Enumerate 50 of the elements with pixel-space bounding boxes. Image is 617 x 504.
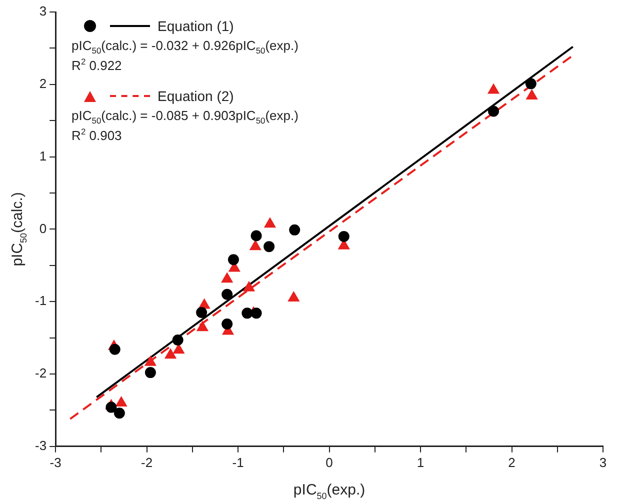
point xyxy=(264,241,275,252)
annotation: pIC$_{50}$(calc.) = -0.032 + 0.926pIC$_{50}$(exp.) xyxy=(72,37,298,56)
point xyxy=(196,321,208,332)
point xyxy=(525,78,536,90)
point xyxy=(109,344,120,355)
point xyxy=(250,308,262,319)
point xyxy=(196,306,208,318)
y-axis-title: pIC50(calc.) xyxy=(9,192,28,266)
point xyxy=(144,356,156,366)
legend-label: Equation (2) xyxy=(158,88,234,104)
y-tick-label: -1 xyxy=(34,293,47,308)
legend-label: Equation (1) xyxy=(158,18,234,34)
annotation: R$^{2}$ 0.903 xyxy=(72,126,123,145)
point xyxy=(116,396,127,406)
point xyxy=(106,402,117,413)
point xyxy=(164,348,176,359)
x-tick-label: 2 xyxy=(508,454,516,470)
point xyxy=(488,84,500,94)
point xyxy=(222,318,233,330)
y-tick-label: 3 xyxy=(39,4,47,19)
point xyxy=(221,272,233,283)
y-tick-label: 1 xyxy=(39,148,47,164)
point xyxy=(173,344,184,354)
point xyxy=(264,218,276,228)
y-tick-label: 0 xyxy=(39,220,47,236)
point xyxy=(114,408,125,419)
point xyxy=(250,230,262,242)
point xyxy=(288,291,300,302)
x-tick-label: 0 xyxy=(326,454,333,470)
x-tick-label: -3 xyxy=(50,454,62,470)
point xyxy=(488,106,500,117)
point xyxy=(289,224,300,236)
point xyxy=(172,334,184,346)
point xyxy=(338,230,350,242)
point xyxy=(222,288,233,300)
x-tick-label: 3 xyxy=(599,454,607,470)
point xyxy=(242,308,253,319)
point xyxy=(243,281,255,292)
annotation: R$^{2}$ 0.922 xyxy=(72,56,123,75)
x-tick-label: -1 xyxy=(232,454,244,470)
point xyxy=(228,254,239,266)
point xyxy=(144,367,156,378)
y-tick-label: 2 xyxy=(39,76,47,91)
annotation: pIC$_{50}$(calc.) = -0.085 + 0.903pIC$_{50}$(exp.) xyxy=(72,107,298,126)
x-tick-label: -2 xyxy=(141,454,153,470)
x-tick-label: 1 xyxy=(416,454,424,470)
point xyxy=(250,240,262,250)
y-tick-label: -2 xyxy=(34,366,47,381)
y-tick-label: -3 xyxy=(34,438,47,453)
point xyxy=(526,89,538,100)
